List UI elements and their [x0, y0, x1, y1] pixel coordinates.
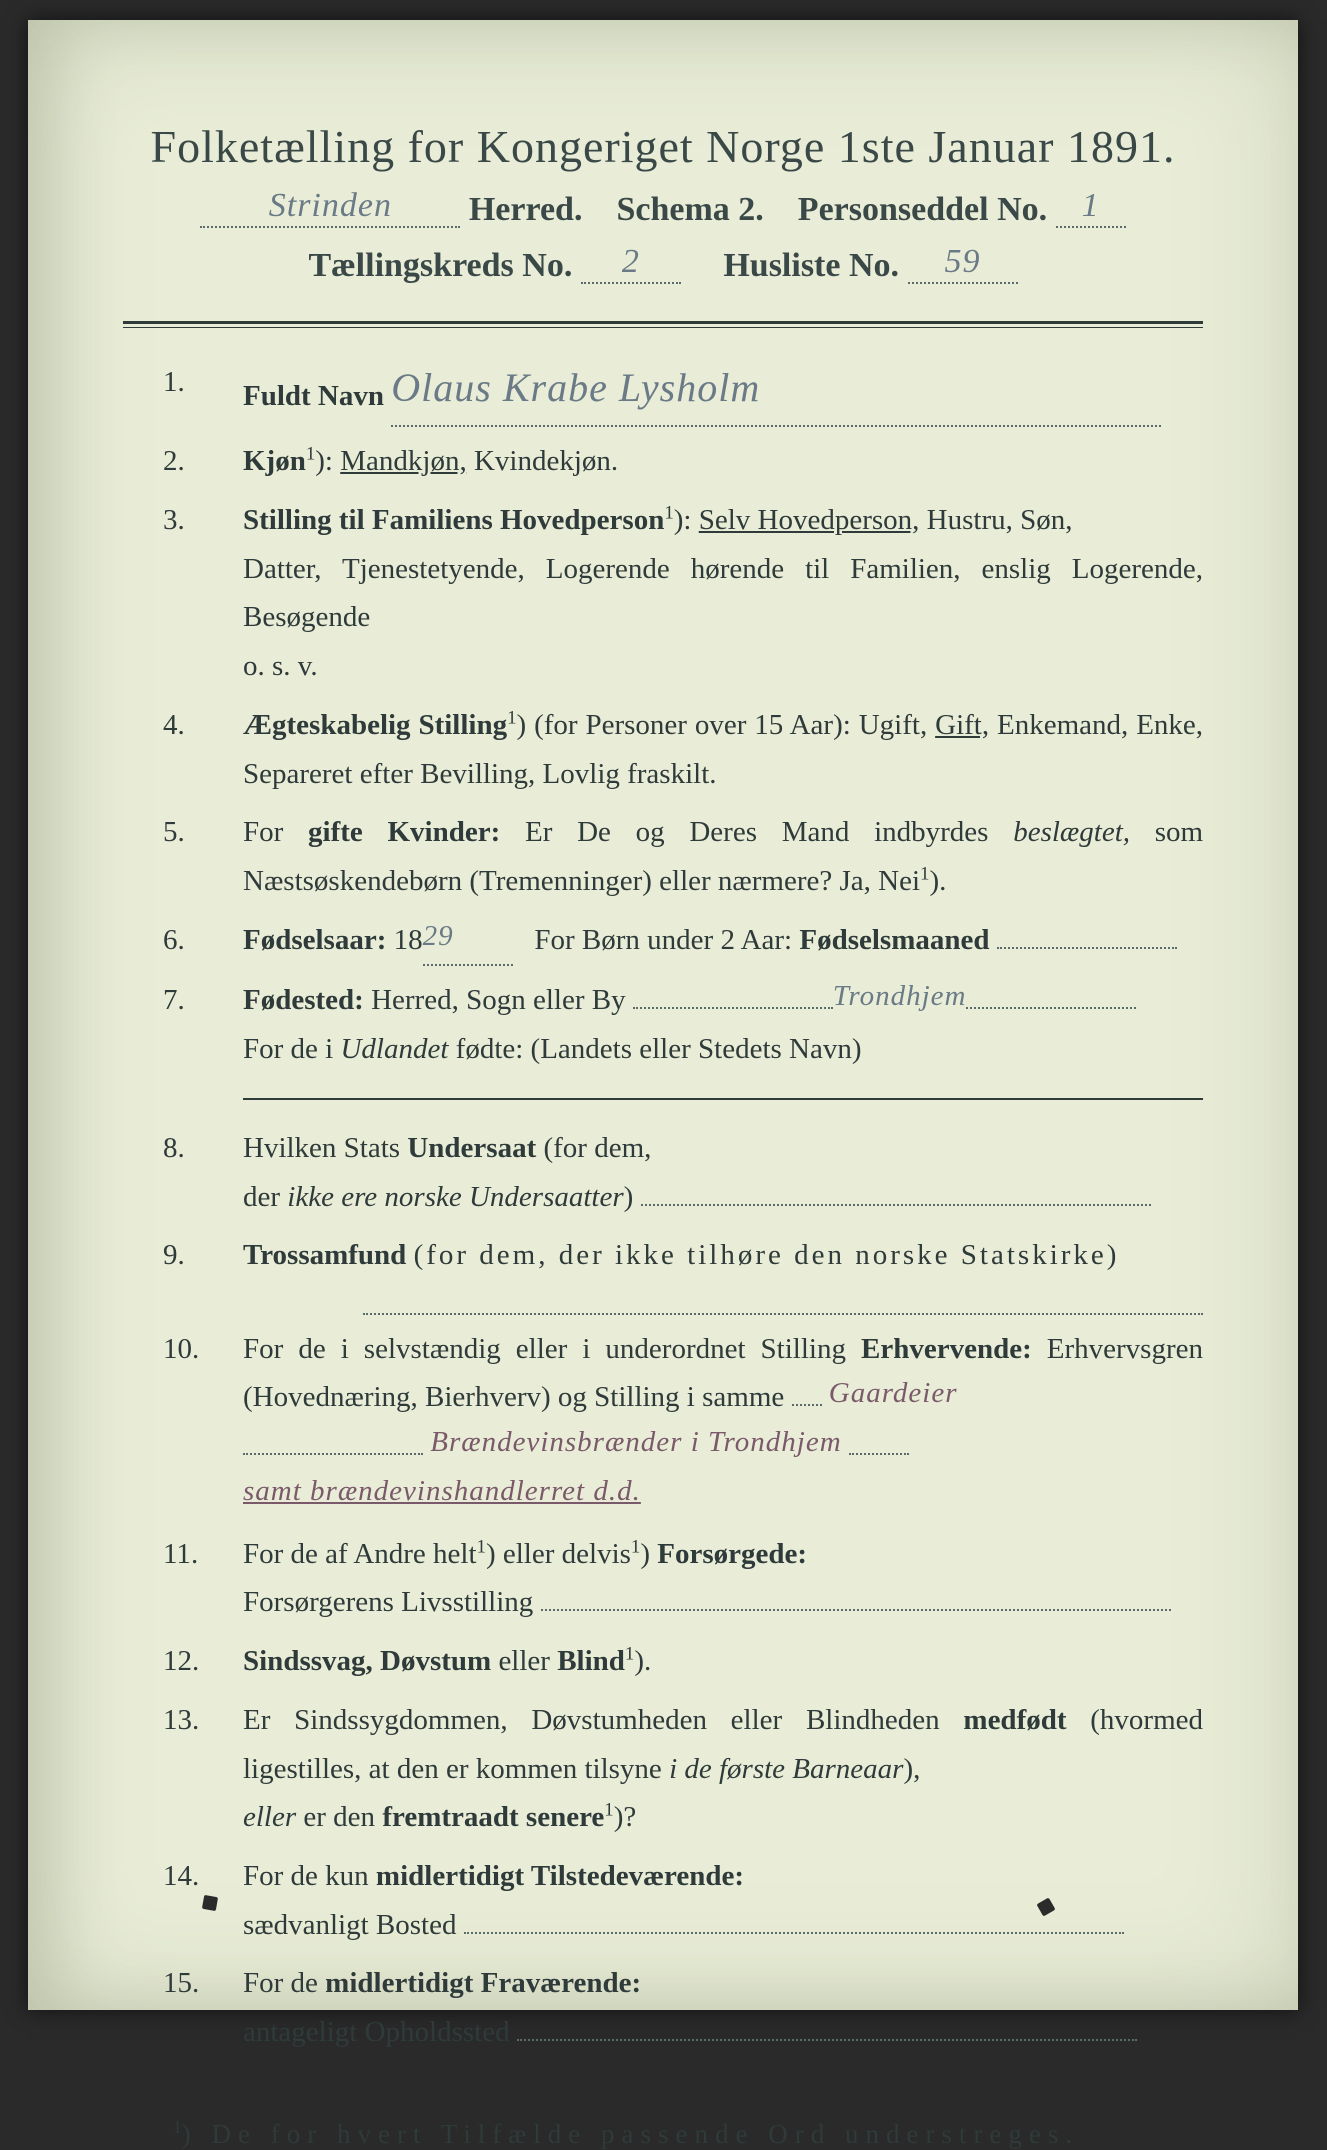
q7-value: Trondhjem: [833, 980, 967, 1012]
personseddel-no: 1: [1082, 187, 1100, 224]
q7: Fødested: Herred, Sogn eller By Trondhje…: [123, 976, 1203, 1073]
header: Folketælling for Kongeriget Norge 1ste J…: [83, 120, 1243, 285]
q6-year: 29: [423, 920, 454, 952]
question-list-2: Hvilken Stats Undersaat (for dem, der ik…: [83, 1124, 1243, 2057]
q4: Ægteskabelig Stilling1) (for Personer ov…: [123, 701, 1203, 798]
ink-blot: [202, 1895, 218, 1911]
scan-frame: Folketælling for Kongeriget Norge 1ste J…: [28, 20, 1298, 2010]
q9: Trossamfund (for dem, der ikke tilhøre d…: [123, 1231, 1203, 1315]
q10: For de i selvstændig eller i underordnet…: [123, 1325, 1203, 1520]
q3-rest1: Hustru, Søn,: [927, 504, 1073, 536]
divider-top: [123, 321, 1203, 328]
herred-label: Herred.: [469, 191, 583, 228]
q8: Hvilken Stats Undersaat (for dem, der ik…: [123, 1124, 1203, 1221]
divider-mid: [243, 1098, 1203, 1100]
q15: For de midlertidigt Fraværende: antageli…: [123, 1959, 1203, 2056]
husliste-no: 59: [945, 243, 981, 280]
header-line-2: Strinden Herred. Schema 2. Personseddel …: [83, 191, 1243, 229]
husliste-label: Husliste No.: [723, 247, 899, 284]
q6: Fødselsaar: 1829 For Børn under 2 Aar: F…: [123, 916, 1203, 967]
header-line-3: Tællingskreds No. 2 Husliste No. 59: [83, 247, 1243, 285]
q6-label: Fødselsaar:: [243, 924, 386, 956]
q3-selv: Selv Hovedperson,: [699, 504, 920, 536]
question-list: Fuldt Navn Olaus Krabe Lysholm Kjøn1): M…: [83, 358, 1243, 1074]
q1-value: Olaus Krabe Lysholm: [391, 365, 760, 410]
q11: For de af Andre helt1) eller delvis1) Fo…: [123, 1530, 1203, 1627]
kreds-no: 2: [622, 243, 640, 280]
q3-rest3: o. s. v.: [243, 650, 318, 682]
schema-label: Schema 2.: [616, 191, 763, 228]
q12: Sindssvag, Døvstum eller Blind1).: [123, 1637, 1203, 1686]
q2-mand: Mandkjøn,: [340, 445, 466, 477]
q5: For gifte Kvinder: Er De og Deres Mand i…: [123, 808, 1203, 905]
personseddel-label: Personseddel No.: [798, 191, 1047, 228]
q1: Fuldt Navn Olaus Krabe Lysholm: [123, 358, 1203, 427]
q3: Stilling til Familiens Hovedperson1): Se…: [123, 496, 1203, 691]
main-title: Folketælling for Kongeriget Norge 1ste J…: [83, 120, 1243, 173]
q10-hand2: Brændevinsbrænder i Trondhjem: [430, 1426, 841, 1458]
q1-label: Fuldt Navn: [243, 380, 384, 412]
q4-gift: Gift,: [935, 709, 989, 741]
q4-label: Ægteskabelig Stilling: [243, 709, 507, 741]
q4-opts-a: Ugift,: [859, 709, 927, 741]
footnote: 1) De for hvert Tilfælde passende Ord un…: [173, 2117, 1203, 2150]
q2-label: Kjøn: [243, 445, 306, 477]
q3-rest2: Datter, Tjenestetyende, Logerende hørend…: [243, 553, 1203, 634]
q4-paren: (for Personer over 15 Aar):: [534, 709, 851, 741]
q7-label: Fødested:: [243, 984, 364, 1016]
kreds-label: Tællingskreds No.: [308, 247, 572, 284]
q2: Kjøn1): Mandkjøn, Kvindekjøn.: [123, 437, 1203, 486]
census-form: Folketælling for Kongeriget Norge 1ste J…: [83, 60, 1243, 1960]
q13: Er Sindssygdommen, Døvstumheden eller Bl…: [123, 1696, 1203, 1842]
q10-hand1: Gaardeier: [829, 1377, 958, 1409]
q5-b: gifte Kvinder:: [308, 816, 500, 848]
q2-kvinde: Kvindekjøn.: [474, 445, 618, 477]
q10-hand3: samt brændevinshandlerret d.d.: [243, 1475, 641, 1507]
herred-hand: Strinden: [269, 187, 392, 224]
q3-label: Stilling til Familiens Hovedperson: [243, 504, 664, 536]
